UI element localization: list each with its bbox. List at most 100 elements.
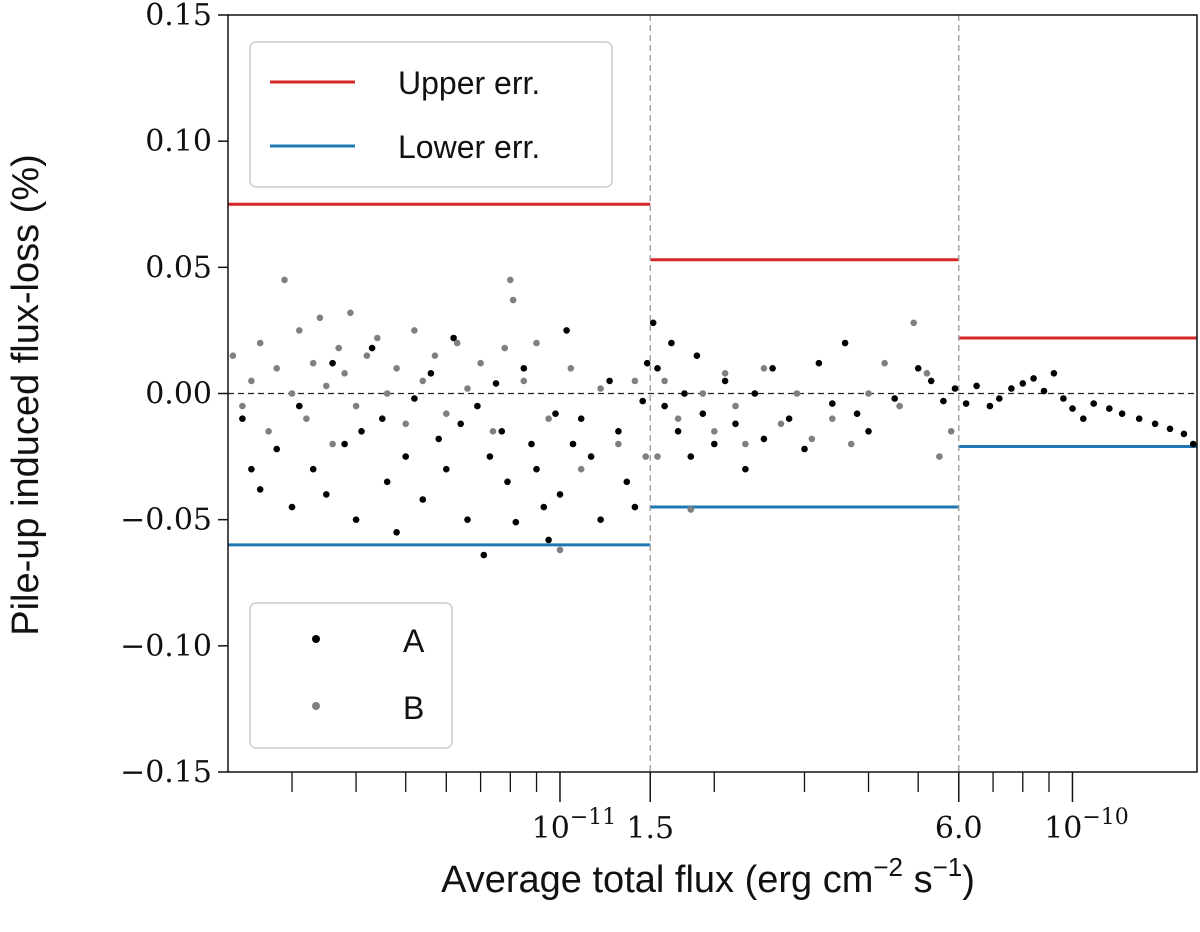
point-b [443, 410, 450, 418]
y-axis-label: Pile-up induced flux-loss (%) [5, 154, 47, 636]
point-a [639, 397, 646, 405]
point-a [914, 365, 922, 372]
point-a [769, 365, 776, 372]
point-a [1008, 385, 1015, 392]
point-b [567, 365, 575, 372]
legend-b-label: B [403, 690, 424, 726]
point-a [711, 440, 718, 448]
point-a [256, 486, 264, 493]
point-b [393, 365, 400, 372]
point-a [411, 395, 418, 402]
point-b [316, 314, 324, 322]
point-a [1030, 375, 1037, 382]
point-b [347, 309, 354, 317]
point-a [309, 465, 317, 473]
point-b [615, 440, 622, 448]
point-b [411, 327, 418, 334]
point-b [464, 385, 471, 392]
point-b [229, 352, 237, 360]
point-a [973, 382, 980, 390]
point-a [1080, 415, 1087, 423]
point-a [352, 516, 360, 523]
point-b [383, 390, 391, 397]
point-a [552, 410, 559, 418]
point-a [1180, 430, 1188, 438]
point-a [248, 465, 255, 473]
point-b [711, 428, 718, 435]
point-b [507, 276, 514, 284]
x-axis-label: Average total flux (erg cm−2 s−1) [441, 852, 975, 901]
point-b [654, 453, 661, 460]
x-axis: 10−11 1.5 6.0 10−10 [291, 772, 1129, 846]
point-a [492, 380, 500, 387]
point-a [450, 334, 457, 342]
x-tick-label: 6.0 [935, 811, 983, 846]
legend-a-label: A [403, 623, 425, 659]
point-b [847, 440, 855, 448]
y-tick-label: −0.05 [120, 503, 212, 538]
point-a [393, 529, 400, 536]
point-b [936, 453, 943, 460]
point-b [642, 453, 649, 460]
point-b [489, 428, 497, 435]
y-tick-label: −0.10 [120, 629, 212, 664]
point-a [498, 428, 506, 435]
point-b [777, 420, 785, 428]
point-a [829, 400, 836, 407]
point-a [597, 516, 604, 523]
point-a [402, 453, 410, 460]
legend-lines-box [249, 41, 613, 188]
point-b [577, 465, 585, 473]
point-a [853, 410, 861, 418]
point-a [742, 465, 749, 473]
point-a [323, 491, 330, 498]
point-b [335, 344, 343, 352]
point-b [597, 385, 604, 392]
point-a [1069, 405, 1076, 412]
point-b [374, 334, 381, 342]
legend-markers-box [249, 602, 453, 749]
point-b [431, 352, 439, 360]
point-a [419, 496, 427, 503]
point-b [419, 377, 427, 385]
point-a [474, 402, 481, 410]
point-a [699, 410, 707, 418]
point-a [464, 516, 471, 523]
point-a [273, 445, 281, 453]
point-b [363, 352, 371, 360]
point-a [623, 478, 631, 486]
point-b [732, 402, 739, 410]
point-b [808, 435, 816, 443]
point-a [443, 465, 450, 473]
point-b [631, 377, 639, 385]
point-a [668, 339, 675, 347]
point-a [296, 402, 303, 410]
point-a [379, 415, 386, 423]
point-b [910, 319, 917, 327]
y-tick-label: 0.00 [145, 377, 212, 412]
y-tick-label: −0.15 [120, 755, 212, 790]
point-b [721, 370, 729, 377]
point-b [687, 506, 695, 513]
point-b [248, 377, 255, 385]
point-a [239, 415, 246, 423]
point-a [520, 365, 528, 372]
point-b [556, 546, 564, 554]
point-b [742, 440, 749, 448]
point-a [329, 359, 336, 367]
point-b [865, 390, 872, 397]
point-b [760, 365, 768, 372]
point-b [256, 339, 264, 347]
point-b [674, 415, 682, 423]
point-a [1019, 380, 1027, 387]
point-a [801, 445, 808, 453]
y-axis: 0.15 0.10 0.05 0.00 −0.05 −0.10 −0.15 [120, 0, 228, 790]
point-a [545, 536, 552, 544]
point-a [504, 478, 511, 486]
point-b [352, 402, 360, 410]
point-a [427, 370, 435, 377]
legend-lines: Upper err. Lower err. [249, 41, 613, 188]
point-b [793, 390, 801, 397]
point-a [643, 359, 651, 367]
legend-lower-err-label: Lower err. [398, 129, 540, 165]
